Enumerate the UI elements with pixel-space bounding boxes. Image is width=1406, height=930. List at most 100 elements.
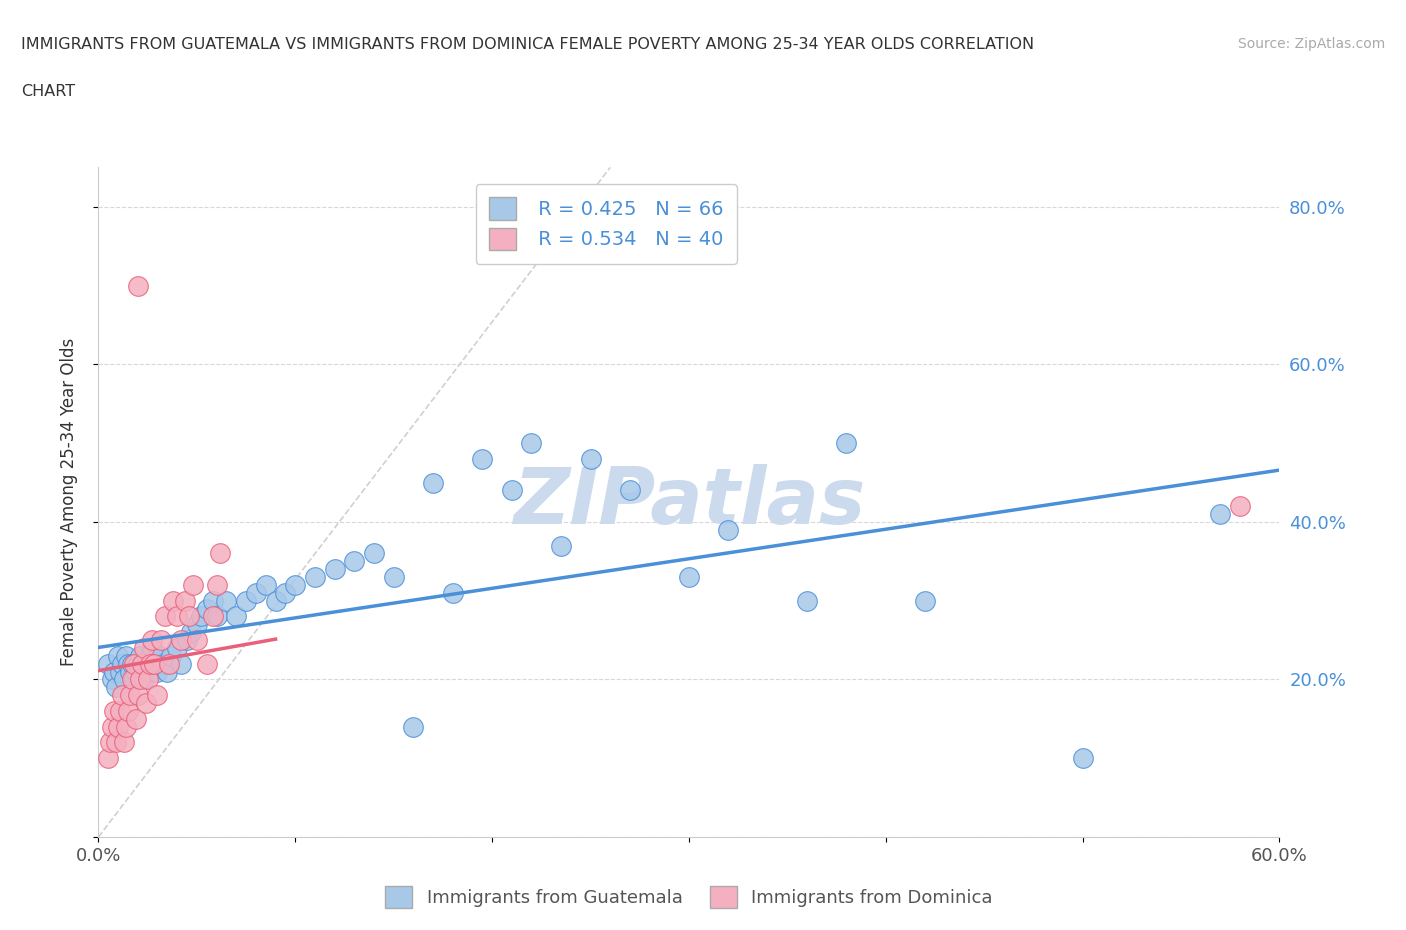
Legend: Immigrants from Guatemala, Immigrants from Dominica: Immigrants from Guatemala, Immigrants fr… (378, 879, 1000, 915)
Point (127, 278, 149, 293)
Point (150, 632, 173, 647)
Point (156, 664, 179, 679)
Point (717, 523, 740, 538)
Point (142, 657, 165, 671)
Point (138, 657, 160, 671)
Point (97, 657, 120, 671)
Point (108, 703, 131, 718)
Point (550, 538, 572, 553)
Point (128, 648, 150, 663)
Point (131, 657, 153, 671)
Point (136, 664, 159, 679)
Point (402, 719, 425, 734)
Text: IMMIGRANTS FROM GUATEMALA VS IMMIGRANTS FROM DOMINICA FEMALE POVERTY AMONG 25-34: IMMIGRANTS FROM GUATEMALA VS IMMIGRANTS … (21, 37, 1035, 52)
Text: Source: ZipAtlas.com: Source: ZipAtlas.com (1237, 37, 1385, 51)
Point (105, 680, 128, 695)
Y-axis label: Female Poverty Among 25-34 Year Olds: Female Poverty Among 25-34 Year Olds (59, 339, 77, 666)
Point (131, 664, 153, 679)
Point (619, 483, 641, 498)
Point (274, 585, 297, 600)
Point (115, 648, 138, 663)
Point (103, 703, 125, 718)
Point (835, 435, 858, 450)
Point (170, 632, 193, 647)
Point (125, 711, 148, 726)
Text: CHART: CHART (21, 84, 75, 99)
Point (112, 735, 135, 750)
Point (111, 688, 134, 703)
Point (157, 657, 180, 671)
Point (97, 751, 120, 765)
Point (125, 664, 148, 679)
Point (343, 554, 366, 569)
Point (323, 562, 346, 577)
Point (201, 593, 224, 608)
Point (181, 578, 204, 592)
Point (304, 569, 326, 584)
Point (176, 632, 198, 647)
Point (141, 632, 163, 647)
Point (235, 593, 257, 608)
Point (254, 578, 277, 592)
Point (245, 585, 267, 600)
Point (205, 578, 228, 592)
Point (162, 593, 184, 608)
Point (501, 483, 523, 498)
Point (122, 657, 145, 671)
Point (98, 735, 121, 750)
Point (160, 648, 183, 663)
Point (284, 578, 307, 592)
Point (103, 664, 125, 679)
Point (121, 672, 143, 687)
Point (363, 546, 385, 561)
Point (108, 664, 131, 679)
Point (166, 609, 188, 624)
Point (215, 593, 238, 608)
Point (107, 648, 129, 663)
Point (1071, 751, 1094, 765)
Point (132, 672, 155, 687)
Point (471, 451, 494, 466)
Point (170, 657, 193, 671)
Point (117, 657, 139, 671)
Text: ZIPatlas: ZIPatlas (513, 464, 865, 540)
Point (190, 609, 212, 624)
Point (112, 672, 135, 687)
Point (135, 696, 157, 711)
Point (441, 585, 464, 600)
Point (121, 657, 143, 671)
Point (122, 672, 145, 687)
Point (520, 435, 543, 450)
Point (115, 719, 138, 734)
Point (209, 546, 232, 561)
Point (382, 569, 405, 584)
Point (180, 625, 202, 640)
Point (225, 609, 247, 624)
Point (201, 609, 224, 624)
Point (205, 609, 228, 624)
Point (127, 688, 149, 703)
Point (152, 657, 174, 671)
Point (127, 657, 149, 671)
Point (141, 641, 163, 656)
Point (111, 657, 134, 671)
Point (117, 703, 139, 718)
Point (118, 688, 141, 703)
Point (796, 593, 818, 608)
Point (186, 632, 208, 647)
Point (138, 648, 160, 663)
Point (146, 688, 169, 703)
Point (132, 641, 155, 656)
Point (579, 451, 602, 466)
Point (264, 593, 287, 608)
Point (195, 657, 218, 671)
Point (155, 609, 177, 624)
Point (107, 719, 129, 734)
Point (1209, 507, 1232, 522)
Point (174, 593, 197, 608)
Point (135, 657, 157, 671)
Point (101, 719, 124, 734)
Point (118, 664, 141, 679)
Point (146, 664, 169, 679)
Point (166, 641, 188, 656)
